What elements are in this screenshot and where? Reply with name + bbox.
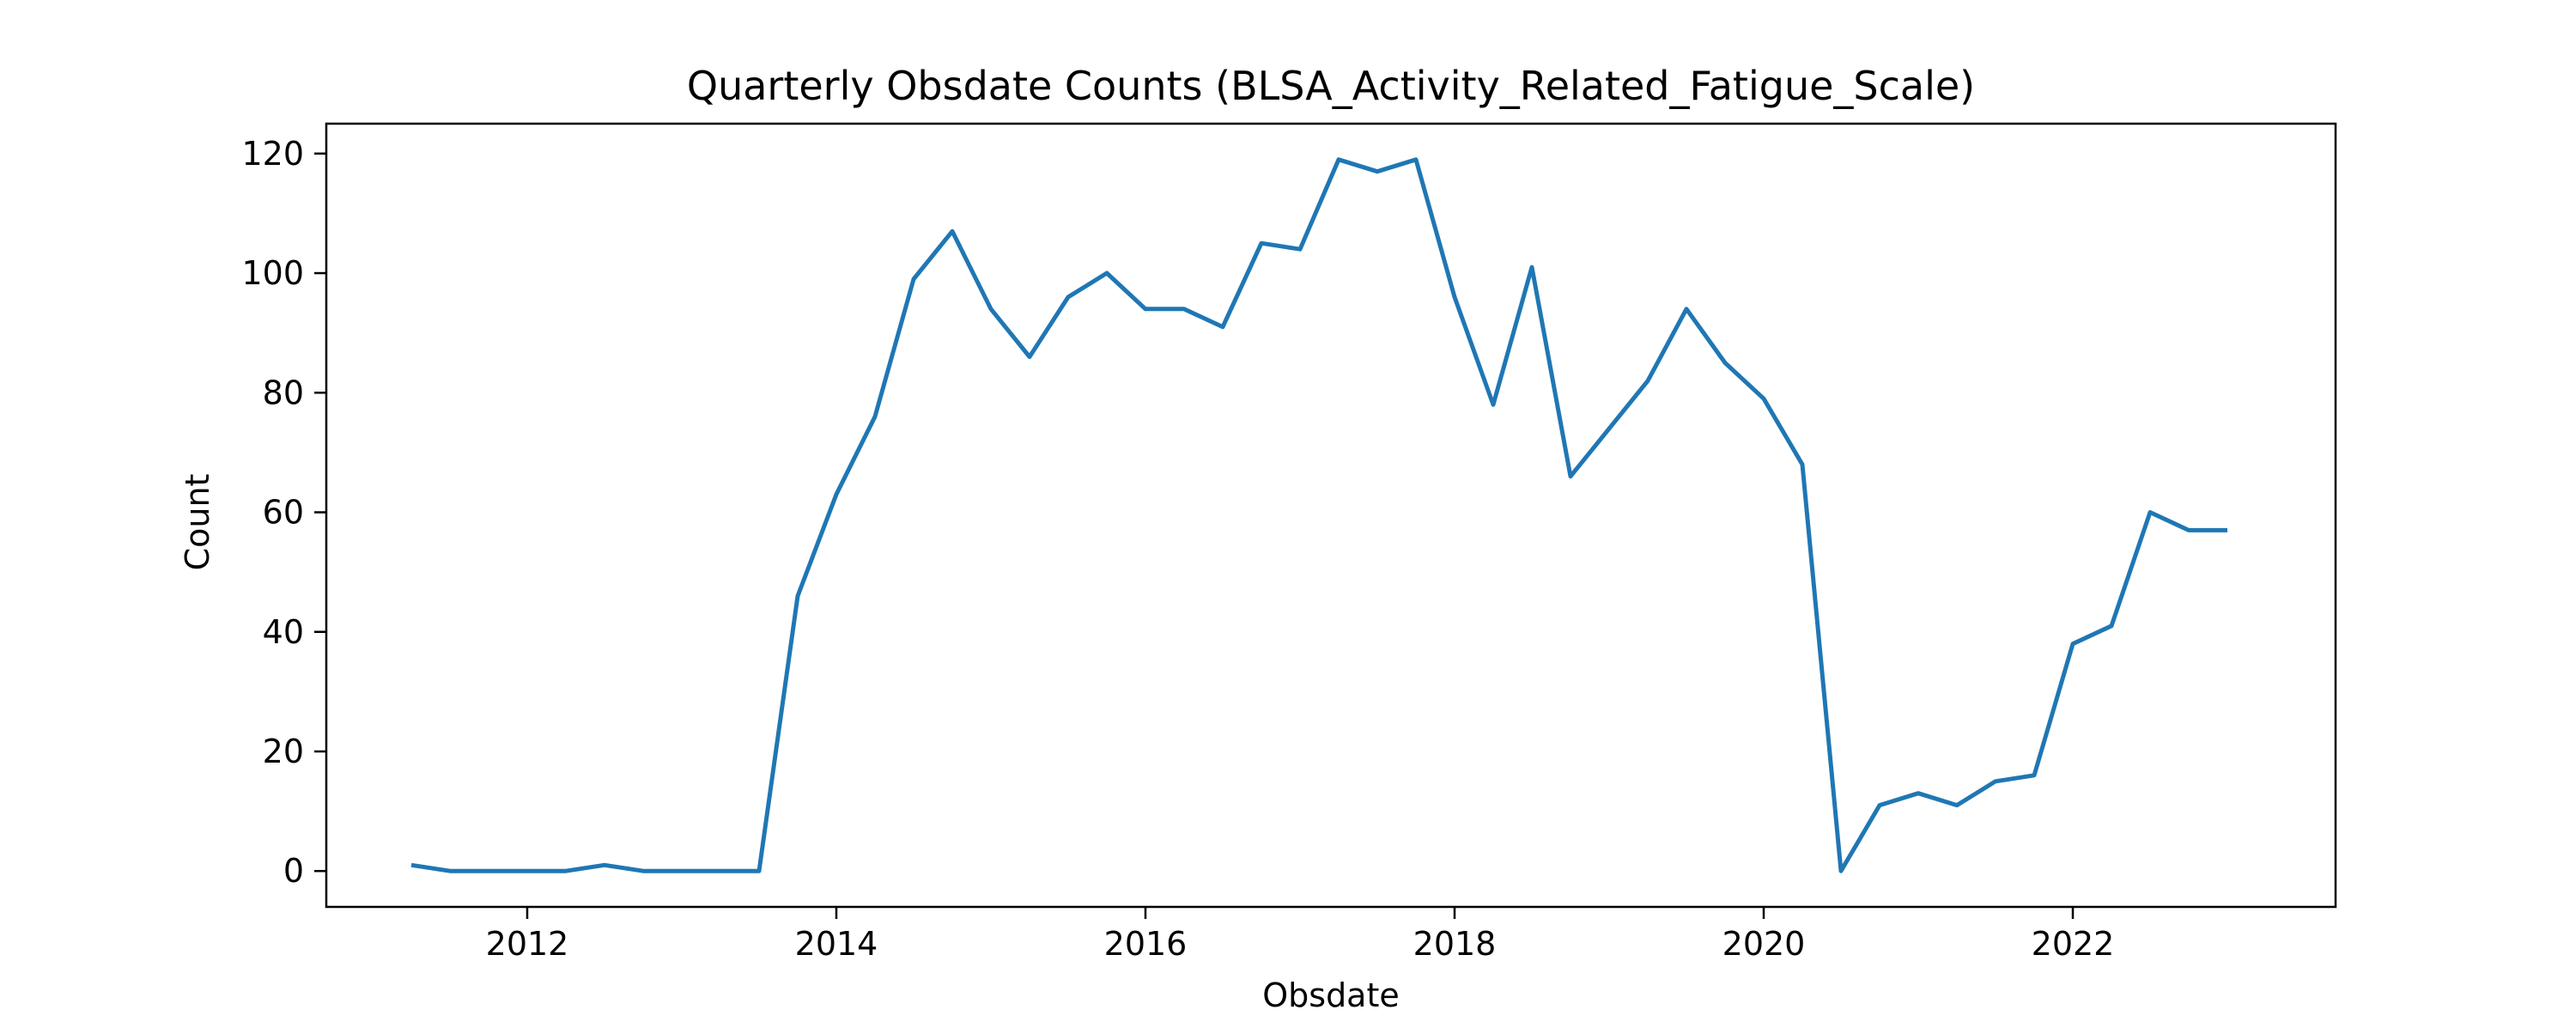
x-tick-label: 2022 [2032, 925, 2115, 963]
y-tick-label: 20 [263, 733, 304, 770]
x-axis: 2012 2014 2016 2018 2020 2022 [486, 907, 2115, 963]
y-tick-label: 120 [241, 135, 304, 173]
x-tick-label: 2018 [1413, 925, 1497, 963]
x-tick-label: 2016 [1104, 925, 1188, 963]
y-axis: 0 20 40 60 80 100 120 [241, 135, 326, 890]
x-tick-label: 2020 [1722, 925, 1806, 963]
y-tick-label: 80 [263, 374, 304, 411]
plot-area [325, 122, 2337, 909]
x-axis-label: Obsdate [1262, 976, 1400, 1014]
y-tick-label: 100 [241, 254, 304, 292]
y-tick-label: 60 [263, 494, 304, 532]
y-axis-label: Count [179, 474, 216, 571]
x-tick-label: 2014 [795, 925, 878, 963]
chart-title: Quarterly Obsdate Counts (BLSA_Activity_… [687, 63, 1975, 109]
y-tick-label: 0 [283, 852, 304, 890]
y-tick-label: 40 [263, 613, 304, 651]
series-line [410, 157, 2227, 873]
x-tick-label: 2012 [486, 925, 569, 963]
plot-frame [325, 122, 2337, 909]
